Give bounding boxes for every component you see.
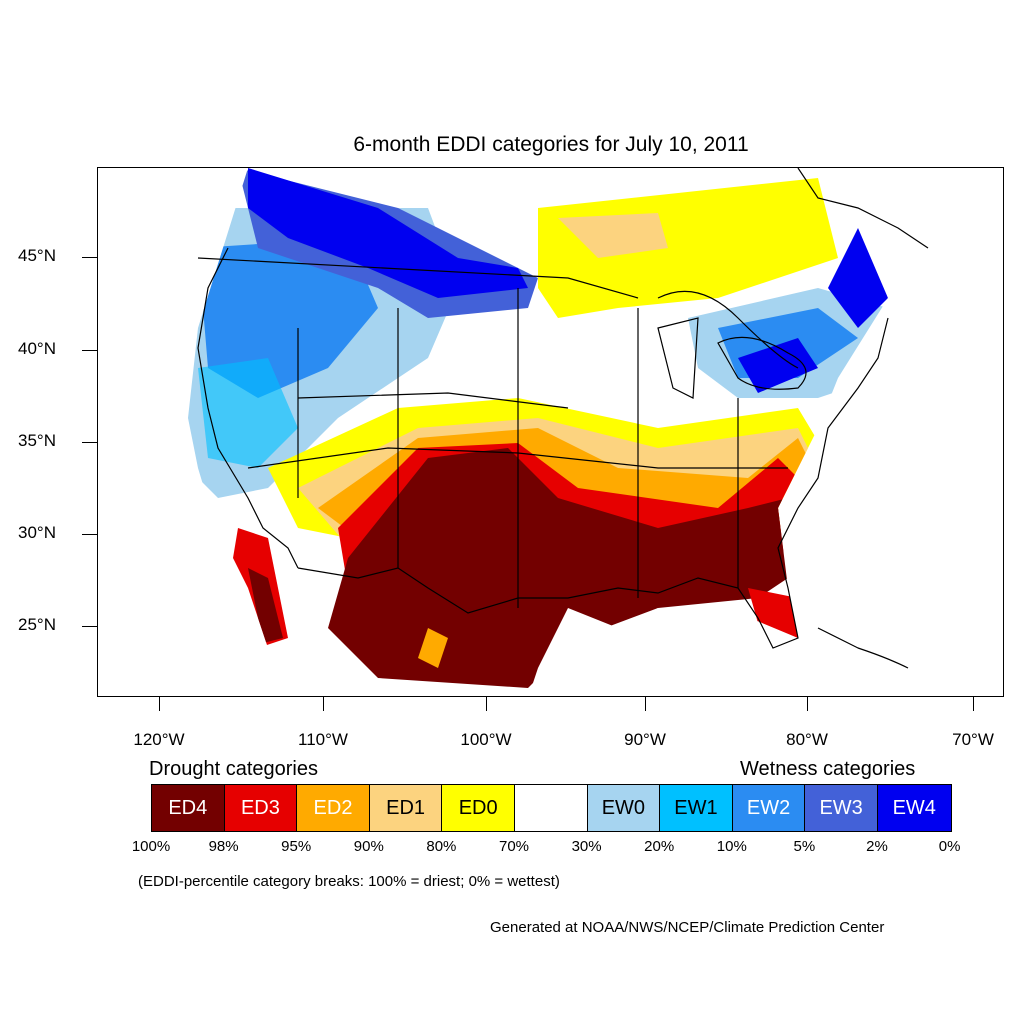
category-legend: ED4 ED3 ED2 ED1 ED0 EW0 EW1 EW2 EW3 EW4	[151, 784, 952, 832]
lon-label-100: 100°W	[460, 730, 512, 749]
lon-tick	[973, 697, 974, 711]
percentile-label: 5%	[793, 838, 816, 855]
lon-label-120: 120°W	[133, 730, 185, 749]
lat-tick	[82, 442, 97, 443]
lon-tick	[486, 697, 487, 711]
percentile-label: 0%	[938, 838, 961, 855]
legend-swatch-ed1: ED1	[369, 785, 443, 831]
percentile-label: 80%	[426, 838, 457, 855]
lat-tick	[82, 626, 97, 627]
lat-label-35: 35°N	[18, 431, 56, 450]
map-panel	[97, 167, 1004, 697]
lat-label-25: 25°N	[18, 615, 56, 634]
legend-swatch-ew3: EW3	[805, 785, 878, 831]
lon-label-90: 90°W	[624, 730, 666, 749]
category-breaks-note: (EDDI-percentile category breaks: 100% =…	[138, 873, 560, 890]
lat-tick	[82, 257, 97, 258]
lon-tick	[323, 697, 324, 711]
percentile-label: 20%	[644, 838, 675, 855]
legend-swatch-ew4: EW4	[877, 785, 951, 831]
lon-label-110: 110°W	[298, 730, 348, 749]
legend-swatch-ew1: EW1	[660, 785, 733, 831]
lat-label-30: 30°N	[18, 523, 56, 542]
wetness-categories-label: Wetness categories	[740, 758, 916, 780]
lon-tick	[645, 697, 646, 711]
percentile-label: 98%	[208, 838, 239, 855]
lat-label-45: 45°N	[18, 246, 56, 265]
percentile-label: 30%	[571, 838, 602, 855]
lat-tick	[82, 534, 97, 535]
legend-swatch-ed4: ED4	[152, 785, 225, 831]
legend-swatch-ew0: EW0	[587, 785, 661, 831]
percentile-label: 70%	[498, 838, 530, 855]
drought-categories-label: Drought categories	[149, 758, 318, 780]
legend-swatch-ed0: ED0	[442, 785, 515, 831]
category-shading	[188, 168, 888, 696]
coastlines	[197, 168, 929, 669]
lon-tick	[159, 697, 160, 711]
credit-line: Generated at NOAA/NWS/NCEP/Climate Predi…	[490, 919, 885, 936]
eddi-map	[188, 168, 929, 696]
lon-label-80: 80°W	[786, 730, 828, 749]
legend-swatch-ed3: ED3	[224, 785, 298, 831]
legend-swatch-ew2: EW2	[732, 785, 806, 831]
lat-tick	[82, 350, 97, 351]
lon-label-70: 70°W	[952, 730, 994, 749]
percentile-label: 95%	[281, 838, 312, 855]
map-title: 6-month EDDI categories for July 10, 201…	[353, 133, 749, 156]
lat-label-40: 40°N	[18, 339, 56, 358]
percentile-label: 10%	[716, 838, 747, 855]
percentile-label: 90%	[353, 838, 384, 855]
legend-swatch-ed2: ED2	[297, 785, 370, 831]
lon-tick	[807, 697, 808, 711]
percentile-label: 100%	[131, 838, 171, 855]
legend-swatch-neutral	[514, 785, 588, 831]
percentile-label: 2%	[866, 838, 888, 855]
